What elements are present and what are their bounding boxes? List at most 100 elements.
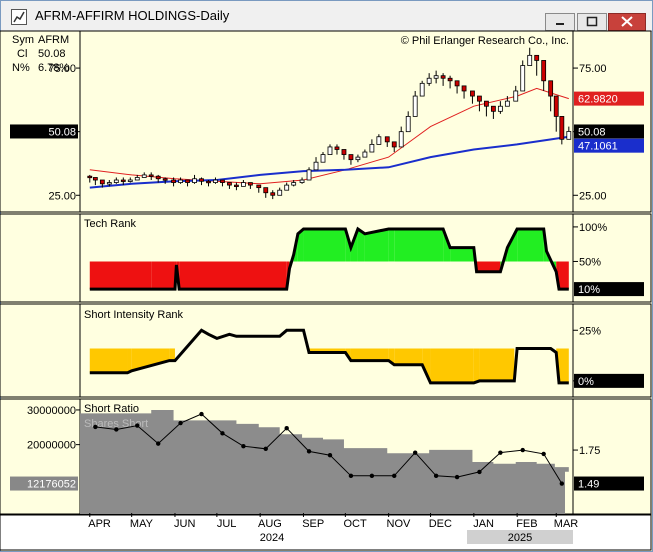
- price-candle: [220, 179, 225, 183]
- price-candle: [162, 178, 168, 181]
- year-band-2024: [80, 530, 475, 544]
- short-ratio-point: [520, 447, 525, 453]
- price-candle: [490, 105, 496, 112]
- month-label: MAR: [554, 518, 579, 530]
- price-candle: [369, 143, 375, 153]
- short-intensity-line: [89, 328, 569, 385]
- month-label: JUN: [174, 518, 195, 530]
- price-candle: [497, 105, 503, 112]
- price-candle: [412, 95, 418, 117]
- title-bar: AFRM-AFFIRM HOLDINGS-Daily: [1, 1, 652, 32]
- tech-rank-fill: [303, 228, 346, 262]
- price-right-tick-label: 25.00: [579, 190, 607, 202]
- tech-rank-title: Tech Rank: [84, 218, 136, 230]
- price-candle: [263, 187, 269, 194]
- price-candle: [470, 90, 475, 97]
- time-axis: 2024 2025 APR MAY JUN JUL AUG SEP OCT NOV DEC JAN FE…: [80, 513, 578, 544]
- short-ratio-point: [392, 473, 397, 479]
- price-candle: [433, 75, 439, 79]
- short-ratio-point: [263, 446, 268, 451]
- price-candle: [106, 182, 112, 185]
- price-right-tick-label: 75.00: [579, 63, 607, 75]
- price-candle: [92, 177, 98, 181]
- price-candle: [227, 182, 232, 186]
- price-candle: [384, 136, 390, 143]
- price-candle: [213, 179, 218, 183]
- price-candle: [447, 77, 453, 82]
- price-candle: [113, 179, 119, 183]
- short-ratio-point: [498, 450, 503, 455]
- tech-rank-fill: [151, 261, 175, 290]
- price-candle: [477, 95, 482, 102]
- price-candle: [247, 182, 253, 186]
- price-candle: [534, 54, 540, 61]
- short-ratio-point: [559, 481, 565, 486]
- tech-rank-fill: [388, 228, 395, 262]
- tech-rank-fill: [357, 228, 365, 262]
- short-intensity-fill: [479, 348, 515, 381]
- price-candle: [206, 180, 211, 184]
- price-candle: [306, 169, 312, 181]
- tech-rank-fill: [89, 261, 152, 290]
- short-intensity-fill: [473, 348, 480, 383]
- short-intensity-tick-label: 0%: [578, 376, 594, 388]
- tech-rank-fill: [517, 228, 544, 262]
- price-candle: [559, 116, 565, 140]
- short-ratio-point: [135, 423, 140, 428]
- price-candle: [234, 184, 239, 188]
- tech-rank-fill: [450, 247, 474, 262]
- tech-rank-panel: Tech Rank 100% 50% 10%: [84, 218, 644, 297]
- month-label: APR: [88, 518, 111, 530]
- short-ratio-point: [93, 424, 98, 430]
- left-price-box: [10, 124, 78, 139]
- sym-label: Sym: [12, 34, 34, 46]
- price-candle: [270, 192, 276, 196]
- year-label-2024: 2024: [260, 532, 284, 544]
- short-ratio-point: [412, 450, 418, 455]
- short-intensity-fill: [422, 348, 431, 383]
- price-candle: [299, 179, 305, 183]
- short-ratio-point: [178, 420, 183, 426]
- short-intensity-fill: [394, 348, 423, 365]
- price-candle: [348, 154, 354, 161]
- price-candle: [440, 75, 446, 79]
- year-label-2025: 2025: [508, 532, 532, 544]
- last-price-label-box: [574, 124, 644, 139]
- price-candle: [99, 179, 105, 185]
- info-box: Sym AFRM Cl 50.08 N% 6.78%: [12, 34, 69, 74]
- short-ratio-point: [220, 431, 225, 436]
- month-label: JUL: [217, 518, 237, 530]
- price-candle: [256, 184, 262, 189]
- tech-rank-fill: [297, 228, 304, 262]
- window-title: AFRM-AFFIRM HOLDINGS-Daily: [35, 8, 230, 23]
- price-candle: [178, 179, 183, 183]
- price-candle: [341, 149, 347, 155]
- last-price-label: 50.08: [578, 126, 606, 138]
- shares-tick-label: 20000000: [27, 440, 76, 452]
- tech-rank-fill: [179, 261, 287, 290]
- left-price-label: 50.08: [48, 126, 76, 138]
- price-candle: [484, 100, 489, 107]
- short-ratio-point: [241, 444, 246, 449]
- price-candle: [120, 179, 126, 182]
- close-label: Cl: [17, 48, 27, 60]
- price-candle: [548, 80, 554, 97]
- price-candle: [320, 154, 326, 163]
- price-candle: [87, 175, 93, 179]
- tech-rank-fill: [507, 228, 518, 262]
- short-ratio-point: [156, 441, 161, 446]
- price-candle: [362, 151, 368, 158]
- short-intensity-fill: [350, 348, 389, 361]
- price-candle: [520, 65, 526, 92]
- price-candle: [192, 178, 197, 183]
- long-ma-value-label: 47.1061: [578, 141, 618, 153]
- short-ratio-point: [199, 411, 204, 417]
- month-label: JAN: [473, 518, 494, 530]
- price-candle: [454, 80, 460, 87]
- short-ratio-point: [454, 474, 460, 480]
- price-candle: [241, 182, 246, 187]
- short-intensity-fill: [89, 348, 128, 373]
- short-ma-value-label: 62.9820: [578, 94, 618, 106]
- tech-rank-fill: [476, 261, 501, 272]
- short-intensity-fill: [430, 348, 474, 383]
